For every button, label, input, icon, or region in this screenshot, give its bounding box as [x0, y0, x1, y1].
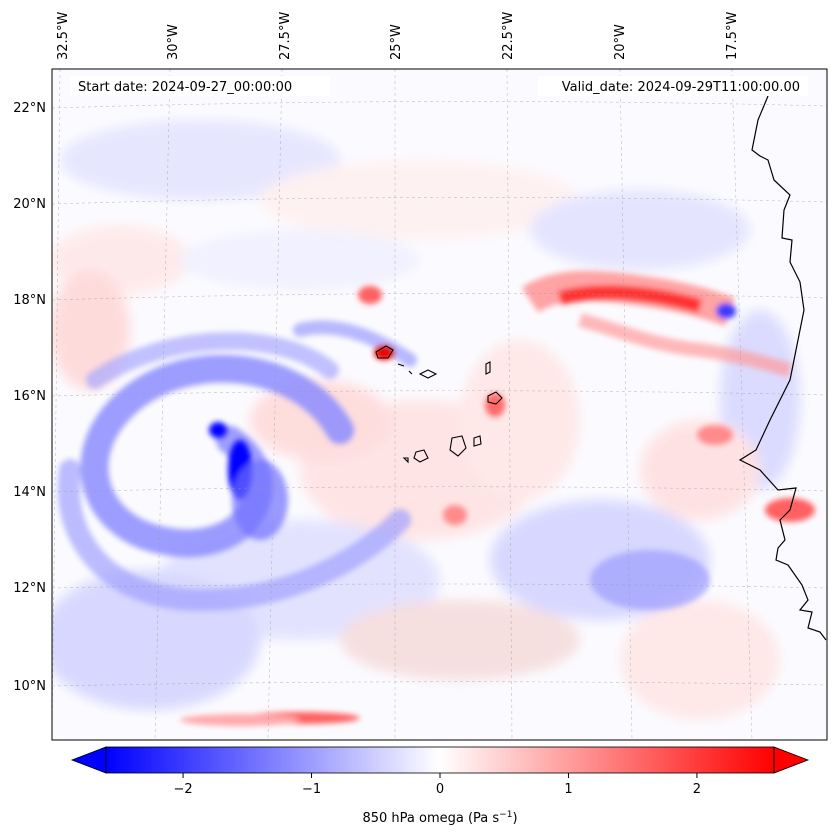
- valid-date-label: Valid_date: 2024-09-29T11:00:00.00: [562, 80, 800, 95]
- start-date-box: [70, 76, 330, 96]
- africa-coastline: [738, 95, 827, 641]
- lon-label: 25°W: [389, 24, 404, 60]
- lon-label: 32.5°W: [56, 12, 71, 60]
- colorbar-tick-label: −1: [302, 782, 321, 797]
- latitude-labels: 22°N 20°N 18°N 16°N 14°N 12°N 10°N: [13, 101, 46, 694]
- lat-label: 20°N: [13, 197, 46, 212]
- lat-label: 14°N: [13, 485, 46, 500]
- lat-label: 10°N: [13, 679, 46, 694]
- graticule: [52, 69, 827, 740]
- map-panel: Start date: 2024-09-27_00:00:00 Valid_da…: [13, 12, 828, 741]
- lat-label: 22°N: [13, 101, 46, 116]
- colorbar-ticks: −2 −1 0 1 2: [173, 773, 701, 797]
- colorbar-tick-label: 0: [436, 782, 444, 797]
- omega-field: [52, 69, 827, 740]
- colorbar-gradient: [106, 747, 774, 773]
- colorbar-tick-label: −2: [173, 782, 192, 797]
- lon-label: 17.5°W: [725, 12, 740, 60]
- lat-label: 18°N: [13, 293, 46, 308]
- lon-label: 20°W: [613, 24, 628, 60]
- colorbar: −2 −1 0 1 2 850 hPa omega (Pa s−1): [70, 746, 810, 826]
- valid-date-box: [538, 76, 808, 96]
- map-border: [51, 68, 828, 741]
- lat-label: 12°N: [13, 581, 46, 596]
- cape-verde-islands: [375, 345, 503, 464]
- colorbar-label: 850 hPa omega (Pa s−1): [362, 810, 517, 826]
- lat-label: 16°N: [13, 389, 46, 404]
- lon-label: 22.5°W: [501, 12, 516, 60]
- colorbar-max-extend: [773, 746, 810, 774]
- longitude-labels: 32.5°W 30°W 27.5°W 25°W 22.5°W 20°W 17.5…: [56, 12, 740, 60]
- colorbar-min-extend: [70, 746, 107, 774]
- colorbar-tick-label: 1: [564, 782, 572, 797]
- lon-label: 30°W: [166, 24, 181, 60]
- start-date-label: Start date: 2024-09-27_00:00:00: [78, 80, 292, 95]
- lon-label: 27.5°W: [278, 12, 293, 60]
- colorbar-tick-label: 2: [693, 782, 701, 797]
